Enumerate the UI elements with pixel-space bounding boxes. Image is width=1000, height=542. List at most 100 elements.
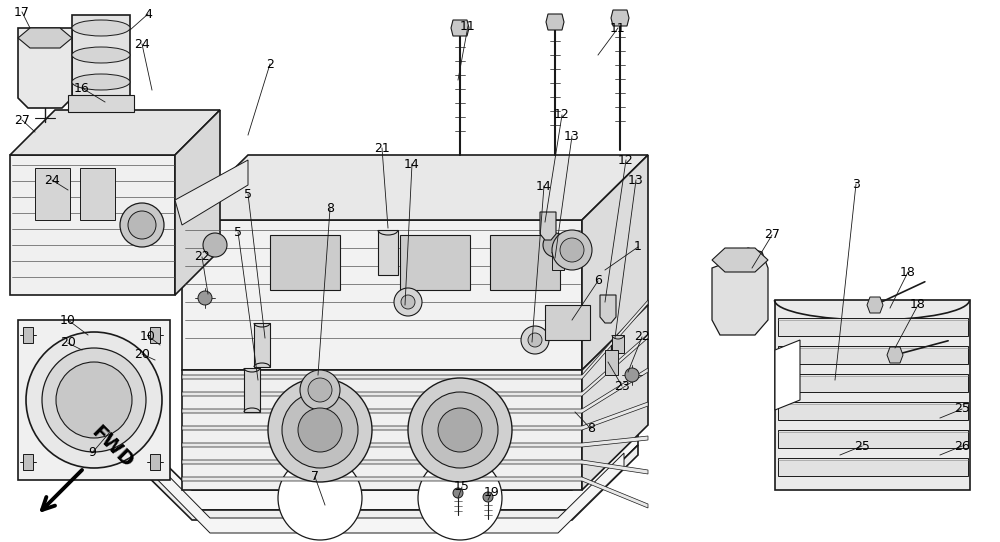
Text: 10: 10 [140,330,156,343]
Text: 27: 27 [14,113,30,126]
Polygon shape [712,248,768,335]
Text: 11: 11 [610,22,626,35]
Polygon shape [182,460,648,474]
Text: 16: 16 [74,81,90,94]
Text: 5: 5 [234,225,242,238]
Polygon shape [10,110,220,155]
Text: 25: 25 [954,403,970,416]
Circle shape [298,408,342,452]
Text: 11: 11 [460,20,476,33]
Polygon shape [182,334,648,396]
Text: 8: 8 [587,423,595,436]
Circle shape [268,378,372,482]
Polygon shape [18,320,170,480]
Circle shape [422,392,498,468]
Circle shape [401,295,415,309]
Polygon shape [182,220,582,370]
Polygon shape [150,454,160,470]
Text: 23: 23 [614,379,630,392]
Polygon shape [887,347,903,363]
Text: 21: 21 [374,141,390,154]
Circle shape [528,333,542,347]
Circle shape [203,233,227,257]
Polygon shape [35,168,70,220]
Circle shape [56,362,132,438]
Text: 8: 8 [326,203,334,216]
Text: 20: 20 [60,337,76,350]
Polygon shape [182,300,648,379]
Text: 13: 13 [564,130,580,143]
Polygon shape [72,15,130,105]
Circle shape [552,230,592,270]
Circle shape [560,238,584,262]
Text: 24: 24 [134,37,150,50]
Circle shape [408,378,512,482]
Text: 15: 15 [454,481,470,494]
Polygon shape [175,110,220,295]
Polygon shape [582,155,648,370]
Polygon shape [23,454,33,470]
Polygon shape [545,305,590,340]
Circle shape [438,408,482,452]
Polygon shape [600,295,616,323]
Polygon shape [10,155,175,295]
Text: 18: 18 [910,299,926,312]
Polygon shape [182,402,648,430]
Polygon shape [451,20,469,36]
Text: 26: 26 [954,440,970,453]
Polygon shape [400,235,470,290]
Ellipse shape [72,20,130,36]
Polygon shape [182,436,648,447]
Polygon shape [126,445,638,520]
Circle shape [128,211,156,239]
Polygon shape [68,95,134,112]
Text: 27: 27 [764,229,780,242]
Polygon shape [18,28,72,48]
Polygon shape [605,350,618,375]
Circle shape [42,348,146,452]
Polygon shape [254,323,270,367]
Text: 6: 6 [594,274,602,287]
Polygon shape [778,346,968,364]
Polygon shape [775,300,970,490]
Polygon shape [778,374,968,392]
Polygon shape [270,235,340,290]
Circle shape [418,456,502,540]
Text: 20: 20 [134,347,150,360]
Circle shape [300,370,340,410]
Circle shape [308,378,332,402]
Circle shape [120,203,164,247]
Polygon shape [778,318,968,336]
Text: 7: 7 [311,470,319,483]
Polygon shape [778,458,968,476]
Text: 18: 18 [900,266,916,279]
Circle shape [483,492,493,502]
Text: 19: 19 [484,486,500,499]
Polygon shape [244,368,260,412]
Circle shape [394,288,422,316]
Text: 3: 3 [852,177,860,190]
Polygon shape [23,327,33,343]
Polygon shape [182,368,648,413]
Circle shape [198,291,212,305]
Circle shape [625,368,639,382]
Circle shape [278,456,362,540]
Polygon shape [182,477,648,508]
Text: 5: 5 [244,188,252,201]
Polygon shape [775,340,800,410]
Circle shape [543,233,567,257]
Circle shape [26,332,162,468]
Text: 10: 10 [60,313,76,326]
Text: 12: 12 [554,108,570,121]
Polygon shape [182,155,648,220]
Polygon shape [146,453,624,533]
Text: 9: 9 [88,447,96,460]
Polygon shape [778,430,968,448]
Polygon shape [182,370,582,490]
Polygon shape [612,335,624,353]
Polygon shape [540,212,556,240]
Text: FWD: FWD [87,423,136,472]
Text: 24: 24 [44,173,60,186]
Circle shape [282,392,358,468]
Polygon shape [546,14,564,30]
